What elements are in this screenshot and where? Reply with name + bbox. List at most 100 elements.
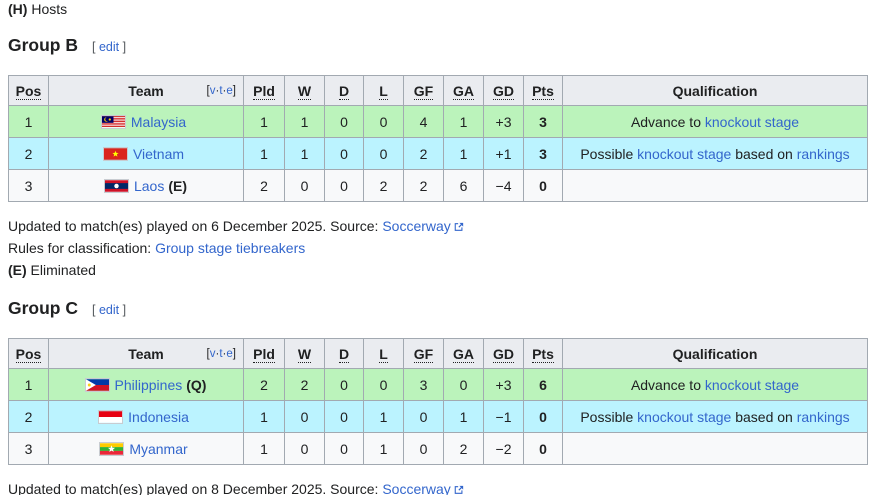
group-c-title: Group C — [8, 298, 78, 318]
l-header-label: L — [379, 345, 388, 363]
d-header-label: D — [338, 345, 350, 363]
team-cell: Indonesia — [48, 400, 244, 433]
rankings-link[interactable]: rankings — [796, 145, 850, 162]
col-header-gd: GD — [483, 75, 524, 106]
team-link[interactable]: Laos — [133, 177, 165, 194]
gf-cell: 2 — [403, 169, 444, 202]
d-cell: 0 — [324, 137, 364, 170]
col-header-d: D — [324, 75, 364, 106]
vietnam-flag-icon — [103, 147, 127, 160]
pts-cell: 0 — [523, 169, 563, 202]
pos-cell: 3 — [8, 169, 49, 202]
pts-cell: 0 — [523, 400, 563, 433]
qualification-text: Possible — [580, 145, 638, 162]
col-header-ga: GA — [443, 75, 484, 106]
laos-flag-icon — [104, 179, 128, 192]
knockout-stage-link[interactable]: knockout stage — [704, 113, 800, 130]
col-header-pts: Pts — [523, 75, 563, 106]
vte-bracket-close: ] — [232, 84, 236, 97]
knockout-stage-link[interactable]: knockout stage — [704, 376, 800, 393]
pos-cell: 3 — [8, 432, 49, 465]
vte-edit-link[interactable]: e — [226, 347, 233, 360]
l-cell: 0 — [363, 368, 404, 401]
rankings-link[interactable]: rankings — [796, 408, 850, 425]
w-cell: 0 — [284, 169, 325, 202]
col-header-pts: Pts — [523, 338, 563, 369]
ga-cell: 0 — [443, 368, 484, 401]
w-cell: 1 — [284, 105, 325, 138]
team-link[interactable]: Indonesia — [128, 408, 189, 425]
pld-cell: 1 — [243, 105, 285, 138]
pld-cell: 1 — [243, 137, 285, 170]
vte-nav: [v·t·e] — [207, 80, 236, 102]
eliminated-abbr: (E) — [8, 262, 27, 278]
knockout-stage-link[interactable]: knockout stage — [637, 145, 732, 162]
soccerway-link[interactable]: Soccerway — [382, 218, 451, 234]
d-cell: 0 — [324, 368, 364, 401]
gf-header-label: GF — [413, 82, 434, 100]
external-link-icon — [454, 222, 463, 231]
qualification-cell — [562, 169, 868, 202]
w-cell: 1 — [284, 137, 325, 170]
team-link[interactable]: Philippines — [114, 376, 183, 393]
updated-note: Updated to match(es) played on 6 Decembe… — [8, 215, 880, 237]
col-header-l: L — [363, 338, 404, 369]
col-header-pos: Pos — [8, 75, 49, 106]
hosts-note: (H) Hosts — [8, 0, 880, 18]
pld-header-label: Pld — [253, 82, 275, 100]
qualification-cell: Possible knockout stage based on ranking… — [562, 400, 868, 433]
vte-separator: · — [222, 84, 227, 97]
pts-cell: 6 — [523, 368, 563, 401]
pos-header-label: Pos — [15, 345, 42, 363]
team-link[interactable]: Vietnam — [132, 145, 185, 162]
pos-header-label: Pos — [15, 82, 42, 100]
gf-cell: 4 — [403, 105, 444, 138]
eliminated-note: (E) Eliminated — [8, 259, 880, 281]
pos-cell: 2 — [8, 137, 49, 170]
hosts-abbr: (H) — [8, 1, 28, 17]
hosts-label: Hosts — [27, 1, 68, 17]
malaysia-flag-icon — [101, 115, 125, 128]
table-row-laos: 3 Laos (E) 2 0 0 2 2 6 −4 0 — [8, 169, 868, 202]
w-header-label: W — [297, 345, 312, 363]
external-link-icon — [454, 485, 463, 494]
team-link[interactable]: Malaysia — [130, 113, 187, 130]
tiebreakers-link[interactable]: Group stage tiebreakers — [155, 240, 306, 256]
soccerway-link[interactable]: Soccerway — [382, 481, 451, 495]
edit-link[interactable]: edit — [98, 40, 120, 54]
vte-view-link[interactable]: v — [209, 84, 216, 97]
w-cell: 0 — [284, 400, 325, 433]
qualification-cell: Possible knockout stage based on ranking… — [562, 137, 868, 170]
pts-cell: 0 — [523, 432, 563, 465]
gf-cell: 0 — [403, 432, 444, 465]
vte-edit-link[interactable]: e — [226, 84, 233, 97]
gf-cell: 2 — [403, 137, 444, 170]
edit-section: [ edit ] — [92, 40, 126, 54]
pts-header-label: Pts — [532, 82, 554, 100]
rules-note: Rules for classification: Group stage ti… — [8, 237, 880, 259]
edit-bracket-open: [ — [92, 303, 99, 317]
gf-cell: 0 — [403, 400, 444, 433]
edit-bracket-close: ] — [119, 303, 127, 317]
w-cell: 0 — [284, 432, 325, 465]
col-header-pos: Pos — [8, 338, 49, 369]
vte-talk-link[interactable]: t — [219, 84, 223, 97]
gd-cell: −2 — [483, 432, 524, 465]
team-cell: Vietnam — [48, 137, 244, 170]
col-header-gf: GF — [403, 75, 444, 106]
indonesia-flag-icon — [99, 410, 123, 423]
vte-talk-link[interactable]: t — [219, 347, 223, 360]
rules-text: Rules for classification: — [8, 240, 156, 256]
edit-section: [ edit ] — [92, 303, 126, 317]
vte-view-link[interactable]: v — [209, 347, 216, 360]
col-header-team: Team [v·t·e] — [48, 75, 244, 106]
group-b-heading: Group B [ edit ] — [8, 34, 880, 58]
qualification-cell: Advance to knockout stage — [562, 368, 868, 401]
col-header-qualification: Qualification — [562, 75, 868, 106]
col-header-qualification: Qualification — [562, 338, 868, 369]
gf-cell: 3 — [403, 368, 444, 401]
group-b-table: Pos Team [v·t·e] Pld W D L GF GA GD Pts Q… — [8, 75, 868, 202]
edit-link[interactable]: edit — [98, 303, 120, 317]
knockout-stage-link[interactable]: knockout stage — [637, 408, 732, 425]
team-link[interactable]: Myanmar — [129, 440, 188, 457]
